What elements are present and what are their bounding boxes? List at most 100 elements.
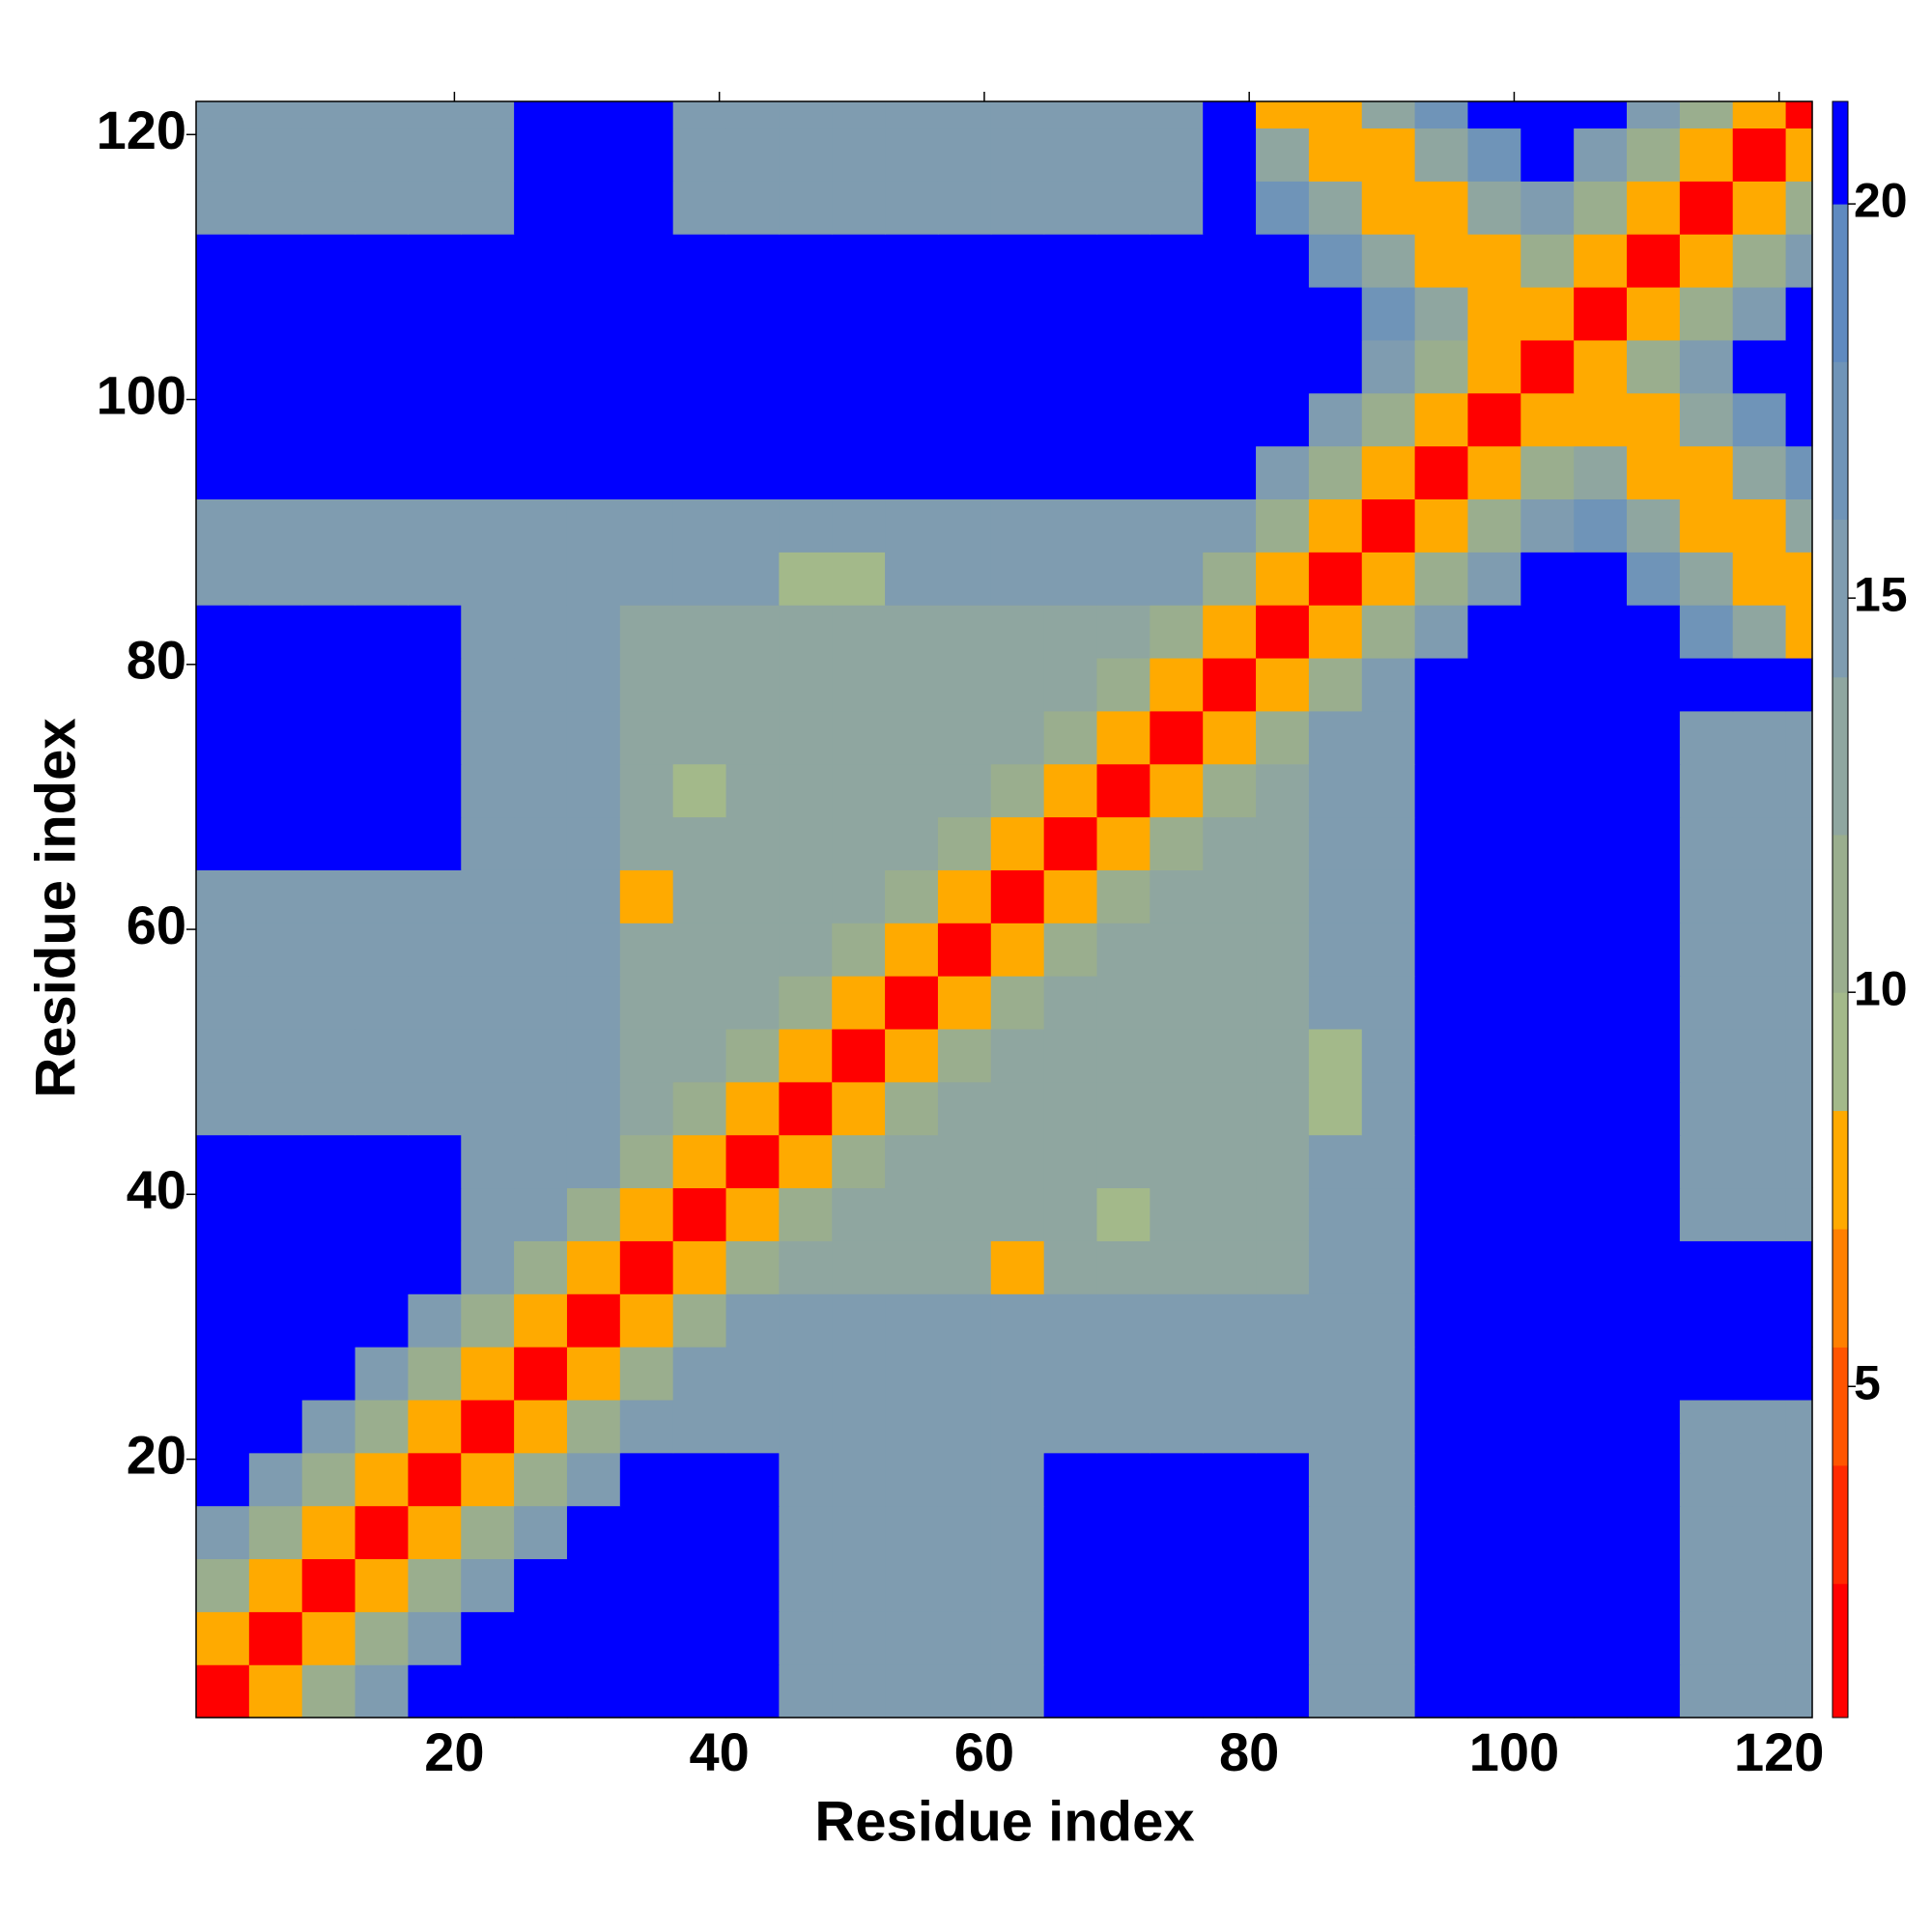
heatmap-cell (1679, 816, 1734, 870)
heatmap-cell (672, 392, 727, 447)
heatmap-cell (990, 1399, 1045, 1454)
heatmap-cell (1256, 923, 1310, 977)
heatmap-cell (1203, 1611, 1257, 1665)
heatmap-cell (1308, 1558, 1363, 1612)
heatmap-cell (461, 1611, 515, 1665)
heatmap-cell (355, 101, 410, 129)
heatmap-cell (566, 128, 621, 182)
heatmap-cell (832, 445, 886, 499)
heatmap-cell (514, 339, 568, 394)
heatmap-cell (1308, 234, 1363, 288)
heatmap-cell (725, 869, 780, 923)
heatmap-cell (1785, 392, 1813, 447)
heatmap-cell (1574, 498, 1628, 553)
heatmap-cell (1732, 1505, 1787, 1560)
heatmap-cell (1627, 923, 1681, 977)
heatmap-cell (1256, 445, 1310, 499)
heatmap-cell (566, 1558, 621, 1612)
heatmap-cell (1679, 869, 1734, 923)
heatmap-cell (1414, 923, 1469, 977)
heatmap-cell (1203, 552, 1257, 606)
heatmap-cell (1150, 710, 1204, 765)
heatmap-cell (1627, 445, 1681, 499)
heatmap-cell (408, 392, 462, 447)
heatmap-cell (514, 1611, 568, 1665)
heatmap-cell (1627, 1452, 1681, 1507)
heatmap-cell (1467, 1293, 1521, 1348)
heatmap-cell (514, 605, 568, 659)
heatmap-cell (725, 1134, 780, 1189)
heatmap-cell (514, 552, 568, 606)
heatmap-cell (461, 1081, 515, 1136)
heatmap-cell (248, 923, 303, 977)
heatmap-cell (1679, 1134, 1734, 1189)
heatmap-cell (1150, 1664, 1204, 1719)
heatmap-cell (566, 1452, 621, 1507)
heatmap-cell (514, 710, 568, 765)
heatmap-cell (672, 1347, 727, 1401)
heatmap-cell (885, 552, 939, 606)
heatmap-cell (1785, 181, 1813, 235)
heatmap-cell (461, 392, 515, 447)
heatmap-cell (937, 1399, 992, 1454)
heatmap-cell (1256, 128, 1310, 182)
heatmap-cell (1414, 498, 1469, 553)
heatmap-cell (1627, 234, 1681, 288)
heatmap-cell (1150, 605, 1204, 659)
x-tick-label: 60 (954, 1721, 1014, 1782)
heatmap-cell (1043, 234, 1098, 288)
heatmap-cell (1256, 1134, 1310, 1189)
heatmap-cell (1043, 392, 1098, 447)
heatmap-cell (1414, 1399, 1469, 1454)
heatmap-cell (1203, 816, 1257, 870)
heatmap-cell (725, 657, 780, 712)
heatmap-cell (301, 1028, 356, 1083)
heatmap-cell (566, 1134, 621, 1189)
heatmap-cell (1520, 1611, 1575, 1665)
heatmap-cell (301, 1081, 356, 1136)
heatmap-cell (461, 1347, 515, 1401)
heatmap-cell (301, 1611, 356, 1665)
colorbar-band (1833, 676, 1848, 836)
heatmap-cell (355, 1293, 410, 1348)
heatmap-cell (990, 1347, 1045, 1401)
heatmap-cell (1414, 181, 1469, 235)
heatmap-cell (1256, 339, 1310, 394)
heatmap-cell (301, 101, 356, 129)
heatmap-cell (248, 1452, 303, 1507)
heatmap-cell (1467, 657, 1521, 712)
heatmap-cell (248, 445, 303, 499)
heatmap-cell (1256, 1028, 1310, 1083)
heatmap-cell (461, 605, 515, 659)
heatmap-cell (1732, 286, 1787, 341)
heatmap-cell (619, 128, 674, 182)
heatmap-cell (619, 1187, 674, 1241)
heatmap-cell (725, 816, 780, 870)
heatmap-cell (1414, 445, 1469, 499)
heatmap-cell (1308, 1028, 1363, 1083)
heatmap-cell (1679, 605, 1734, 659)
heatmap-cell (1256, 1664, 1310, 1719)
heatmap-cell (990, 286, 1045, 341)
heatmap-cell (1096, 1558, 1151, 1612)
heatmap-cell (990, 392, 1045, 447)
heatmap-cell (248, 657, 303, 712)
heatmap-cell (937, 923, 992, 977)
heatmap-cell (1308, 976, 1363, 1030)
heatmap-cell (1679, 1505, 1734, 1560)
heatmap-cell (1732, 1134, 1787, 1189)
heatmap-cell (779, 1664, 833, 1719)
heatmap-cell (1096, 657, 1151, 712)
heatmap-cell (990, 976, 1045, 1030)
heatmap-cell (937, 286, 992, 341)
heatmap-cell (832, 605, 886, 659)
heatmap-cell (779, 339, 833, 394)
heatmap-cell (1574, 392, 1628, 447)
heatmap-cell (1627, 1293, 1681, 1348)
heatmap-cell (1732, 1347, 1787, 1401)
heatmap-cell (1203, 1028, 1257, 1083)
heatmap-cell (1096, 710, 1151, 765)
heatmap-cell (619, 1240, 674, 1294)
heatmap-cell (832, 128, 886, 182)
heatmap-cell (301, 1399, 356, 1454)
